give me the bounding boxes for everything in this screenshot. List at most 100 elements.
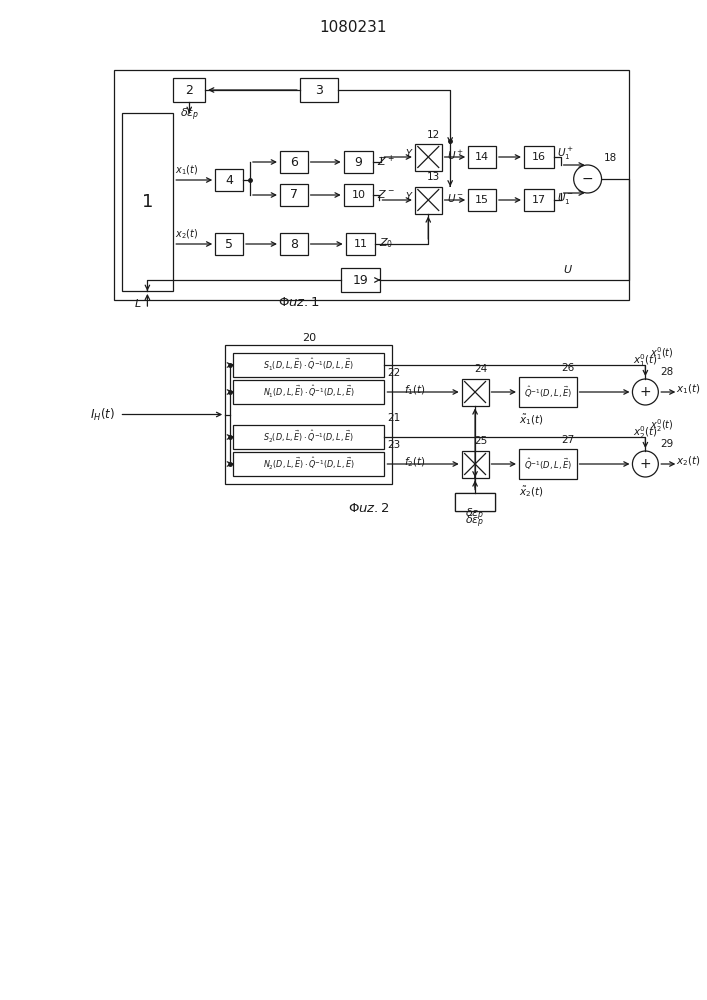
Text: 11: 11 xyxy=(354,239,368,249)
Text: $x_2(t)$: $x_2(t)$ xyxy=(677,454,701,468)
Bar xyxy=(519,449,577,479)
Circle shape xyxy=(573,165,602,193)
Text: $S_1(D,L,\vec{E})\cdot\hat{Q}^{-1}(D,L,\vec{E})$: $S_1(D,L,\vec{E})\cdot\hat{Q}^{-1}(D,L,\… xyxy=(263,357,354,373)
Text: 2: 2 xyxy=(185,84,193,97)
Text: $x_1^0(t)$: $x_1^0(t)$ xyxy=(650,345,674,362)
Bar xyxy=(280,184,308,206)
Bar xyxy=(341,268,380,292)
Text: 14: 14 xyxy=(475,152,489,162)
Text: 28: 28 xyxy=(660,367,674,377)
Text: $\delta\varepsilon_p$: $\delta\varepsilon_p$ xyxy=(465,506,485,523)
Bar xyxy=(233,452,385,476)
Text: 1: 1 xyxy=(141,193,153,211)
Text: 23: 23 xyxy=(387,440,401,450)
Text: $U_1^+$: $U_1^+$ xyxy=(556,146,574,162)
Text: 26: 26 xyxy=(561,363,575,373)
Bar xyxy=(524,189,554,211)
Text: $x_1(t)$: $x_1(t)$ xyxy=(677,382,701,396)
Text: 5: 5 xyxy=(225,237,233,250)
Bar xyxy=(468,189,496,211)
Text: 21: 21 xyxy=(387,413,401,423)
Text: 1080231: 1080231 xyxy=(319,20,386,35)
Text: $U^+$: $U^+$ xyxy=(447,148,464,162)
Text: 29: 29 xyxy=(660,439,674,449)
Bar xyxy=(114,70,629,300)
Text: $Z^-$: $Z^-$ xyxy=(378,188,395,200)
Text: 20: 20 xyxy=(302,333,316,343)
Text: $\delta\varepsilon_p$: $\delta\varepsilon_p$ xyxy=(180,107,199,123)
Bar xyxy=(524,146,554,168)
Text: Y: Y xyxy=(406,149,412,159)
Bar xyxy=(233,380,385,404)
Bar xyxy=(462,450,489,478)
Bar xyxy=(215,169,243,191)
Text: 6: 6 xyxy=(290,155,298,168)
Text: $\hat{Q}^{-1}(D,L,\vec{E})$: $\hat{Q}^{-1}(D,L,\vec{E})$ xyxy=(524,456,572,472)
Text: $x_2^0(t)$: $x_2^0(t)$ xyxy=(650,417,674,434)
Bar xyxy=(346,233,375,255)
Text: 18: 18 xyxy=(604,153,617,163)
Text: $N_2(D,L,\vec{E})\cdot\hat{Q}^{-1}(D,L,\vec{E})$: $N_2(D,L,\vec{E})\cdot\hat{Q}^{-1}(D,L,\… xyxy=(263,456,355,472)
Text: 19: 19 xyxy=(353,273,368,286)
Text: 22: 22 xyxy=(387,368,401,378)
Bar xyxy=(344,184,373,206)
Text: $x_2(t)$: $x_2(t)$ xyxy=(175,227,199,241)
Text: $x_2^0(t)$: $x_2^0(t)$ xyxy=(633,424,658,441)
Text: $x_1(t)$: $x_1(t)$ xyxy=(175,163,199,177)
Text: +: + xyxy=(640,385,651,399)
Text: $\delta\varepsilon_p$: $\delta\varepsilon_p$ xyxy=(465,514,485,530)
Text: 25: 25 xyxy=(474,436,488,446)
Text: $U_1^-$: $U_1^-$ xyxy=(556,190,574,206)
Text: $\hat{Q}^{-1}(D,L,\vec{E})$: $\hat{Q}^{-1}(D,L,\vec{E})$ xyxy=(524,384,572,400)
Text: 9: 9 xyxy=(355,155,363,168)
Bar xyxy=(173,78,205,102)
Text: 8: 8 xyxy=(290,237,298,250)
Text: $\Phi u z. 2$: $\Phi u z. 2$ xyxy=(348,502,390,516)
Bar xyxy=(468,146,496,168)
Bar xyxy=(280,151,308,173)
Text: $x_1^0(t)$: $x_1^0(t)$ xyxy=(633,352,658,369)
Bar xyxy=(519,377,577,407)
Text: 16: 16 xyxy=(532,152,546,162)
Bar xyxy=(225,345,392,484)
Text: 7: 7 xyxy=(290,188,298,202)
Text: 17: 17 xyxy=(532,195,546,205)
Bar xyxy=(300,78,338,102)
Text: $\Phi u z. 1$: $\Phi u z. 1$ xyxy=(278,296,320,308)
Text: $L$: $L$ xyxy=(134,297,141,309)
Bar xyxy=(415,143,442,170)
Text: 27: 27 xyxy=(561,435,575,445)
Text: 24: 24 xyxy=(474,364,488,374)
Circle shape xyxy=(633,451,658,477)
Bar xyxy=(122,113,173,291)
Text: +: + xyxy=(640,457,651,471)
Text: $f_1(t)$: $f_1(t)$ xyxy=(404,383,426,397)
Text: $\tilde{x}_2(t)$: $\tilde{x}_2(t)$ xyxy=(519,484,544,499)
Text: −: − xyxy=(582,172,593,186)
Circle shape xyxy=(633,379,658,405)
Text: $U^-$: $U^-$ xyxy=(447,192,464,204)
Text: 13: 13 xyxy=(426,172,440,182)
Bar xyxy=(455,492,495,510)
Text: $Z^+$: $Z^+$ xyxy=(378,153,395,169)
Text: 15: 15 xyxy=(475,195,489,205)
Text: $N_1(D,L,\vec{E})\cdot\hat{Q}^{-1}(D,L,\vec{E})$: $N_1(D,L,\vec{E})\cdot\hat{Q}^{-1}(D,L,\… xyxy=(263,384,355,400)
Bar xyxy=(455,492,495,510)
Text: 10: 10 xyxy=(351,190,366,200)
Bar xyxy=(280,233,308,255)
Bar xyxy=(233,353,385,377)
Text: $S_2(D,L,\vec{E})\cdot\hat{Q}^{-1}(D,L,\vec{E})$: $S_2(D,L,\vec{E})\cdot\hat{Q}^{-1}(D,L,\… xyxy=(263,429,354,445)
Bar xyxy=(215,233,243,255)
Text: $I_H(t)$: $I_H(t)$ xyxy=(90,406,115,423)
Text: $U$: $U$ xyxy=(563,263,573,275)
Text: 3: 3 xyxy=(315,84,322,97)
Bar xyxy=(415,186,442,214)
Text: Y: Y xyxy=(406,192,412,202)
Text: $\tilde{x}_1(t)$: $\tilde{x}_1(t)$ xyxy=(519,412,544,427)
Text: $f_2(t)$: $f_2(t)$ xyxy=(404,455,426,469)
Bar xyxy=(344,151,373,173)
Text: 12: 12 xyxy=(426,129,440,139)
Text: $Z_0$: $Z_0$ xyxy=(380,236,394,250)
Text: 4: 4 xyxy=(225,174,233,186)
Bar xyxy=(233,425,385,449)
